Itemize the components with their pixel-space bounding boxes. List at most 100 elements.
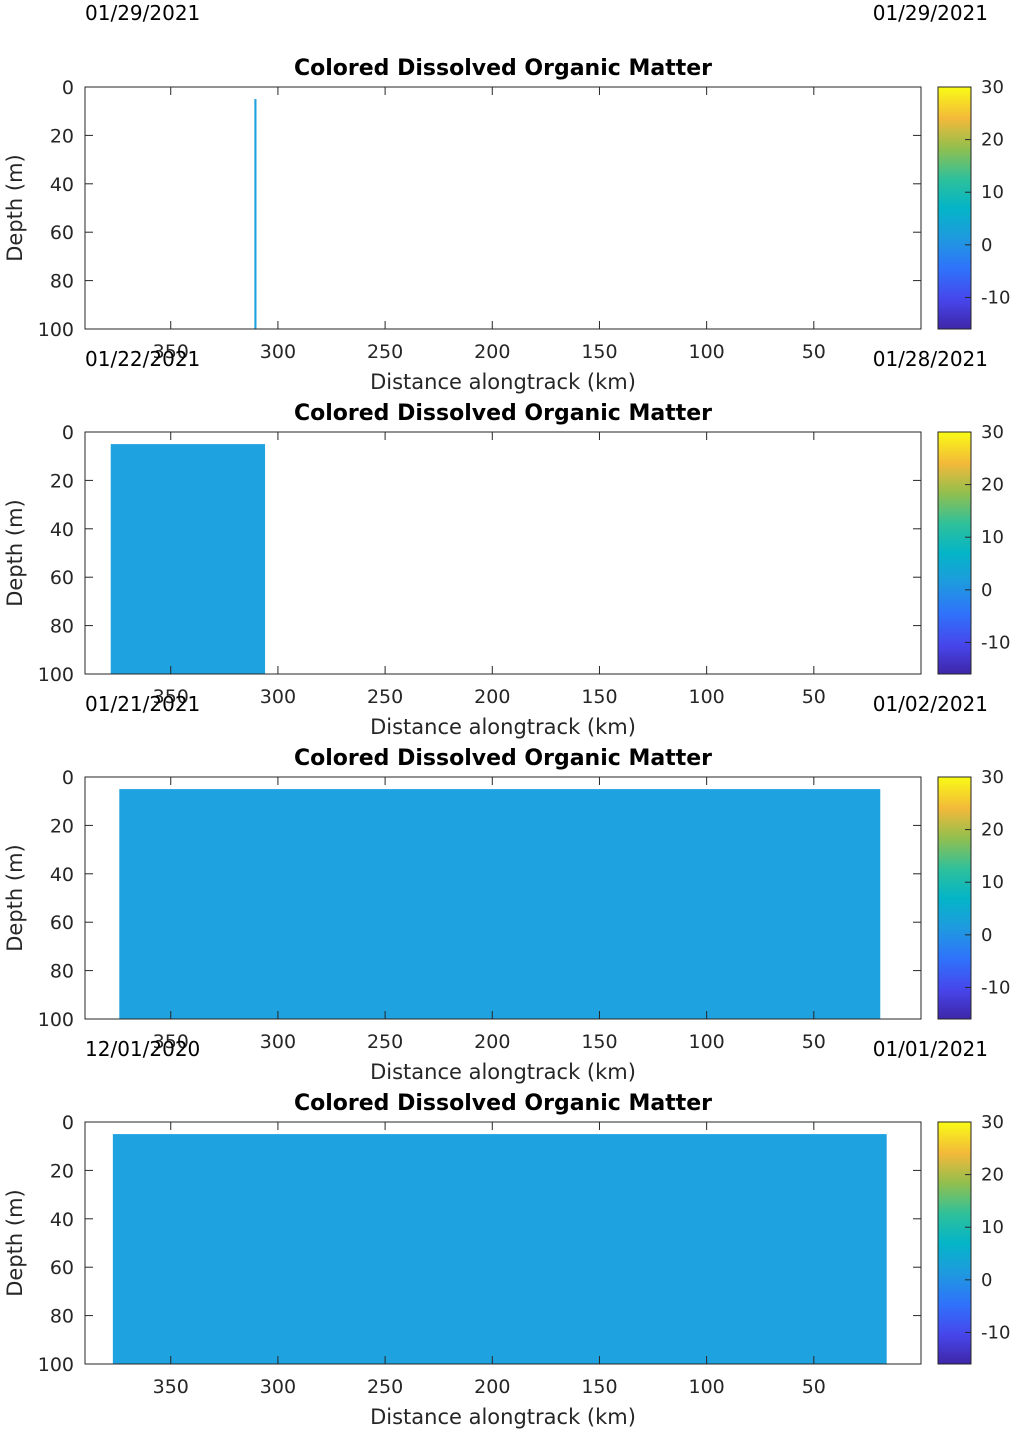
y-tick-label: 60 xyxy=(50,222,74,244)
colorbar-tick-label: -10 xyxy=(981,287,1010,308)
x-tick-label: 300 xyxy=(260,341,296,363)
x-tick-label: 150 xyxy=(581,341,617,363)
date-label-left: 01/22/2021 xyxy=(85,347,200,371)
colorbar-tick-label: 10 xyxy=(981,1217,1004,1238)
x-tick-label: 100 xyxy=(689,1376,725,1398)
x-tick-label: 100 xyxy=(689,1031,725,1053)
x-tick-label: 250 xyxy=(367,341,403,363)
y-tick-label: 100 xyxy=(38,1354,74,1376)
y-tick-label: 40 xyxy=(50,519,74,541)
y-tick-label: 20 xyxy=(50,470,74,492)
y-tick-label: 20 xyxy=(50,815,74,837)
x-tick-label: 150 xyxy=(581,686,617,708)
colorbar-tick-label: -10 xyxy=(981,977,1010,998)
y-tick-label: 60 xyxy=(50,912,74,934)
y-tick-label: 100 xyxy=(38,1009,74,1031)
colorbar-tick-label: 10 xyxy=(981,182,1004,203)
chart-title: Colored Dissolved Organic Matter xyxy=(294,746,712,771)
x-tick-label: 200 xyxy=(474,686,510,708)
x-tick-label: 150 xyxy=(581,1031,617,1053)
colorbar-tick-label: 0 xyxy=(981,925,992,946)
y-tick-label: 100 xyxy=(38,664,74,686)
colorbar-tick-label: 30 xyxy=(981,77,1004,98)
y-tick-label: 0 xyxy=(62,1112,74,1134)
chart-panel-3: 350 300 250 200 150 100 50020406080100Colored … xyxy=(3,746,1010,1084)
colorbar xyxy=(937,1121,972,1365)
chart-title: Colored Dissolved Organic Matter xyxy=(294,56,712,81)
date-label-left: 01/21/2021 xyxy=(85,692,200,716)
x-tick-label: 300 xyxy=(260,1031,296,1053)
y-tick-label: 20 xyxy=(50,1160,74,1182)
x-tick-label: 50 xyxy=(802,686,826,708)
y-tick-label: 60 xyxy=(50,1257,74,1279)
colorbar-tick-label: 20 xyxy=(981,820,1004,841)
x-tick-label: 50 xyxy=(802,1376,826,1398)
x-tick-label: 200 xyxy=(474,1376,510,1398)
colorbar-tick-label: 30 xyxy=(981,422,1004,443)
chart-title: Colored Dissolved Organic Matter xyxy=(294,401,712,426)
x-tick-label: 300 xyxy=(260,686,296,708)
chart-panel-1: 350 300 250 200 150 100 50020406080100Colored … xyxy=(3,56,1010,394)
y-tick-label: 80 xyxy=(50,1306,74,1328)
colorbar-tick-label: 20 xyxy=(981,1165,1004,1186)
y-axis-label: Depth (m) xyxy=(3,154,27,261)
y-tick-label: 40 xyxy=(50,1209,74,1231)
y-axis-label: Depth (m) xyxy=(3,499,27,606)
colorbar-tick-label: 0 xyxy=(981,235,992,256)
y-tick-label: 0 xyxy=(62,422,74,444)
colorbar-tick-label: 10 xyxy=(981,527,1004,548)
x-tick-label: 350 xyxy=(153,341,189,363)
colorbar xyxy=(937,776,972,1020)
chart-panel-2: 350 300 250 200 150 100 50020406080100Colored … xyxy=(3,401,1010,739)
x-tick-label: 100 xyxy=(689,341,725,363)
x-axis-label: Distance alongtrack (km) xyxy=(370,1060,636,1084)
y-tick-label: 40 xyxy=(50,864,74,886)
y-tick-label: 40 xyxy=(50,174,74,196)
y-axis-label: Depth (m) xyxy=(3,1189,27,1296)
chart-title: Colored Dissolved Organic Matter xyxy=(294,1091,712,1116)
colorbar-tick-label: -10 xyxy=(981,632,1010,653)
colorbar-tick-label: 10 xyxy=(981,872,1004,893)
chart-panel-4: 350 300 250 200 150 100 50020406080100Colored … xyxy=(3,1091,1010,1429)
x-tick-label: 50 xyxy=(802,1031,826,1053)
date-label-left: 12/01/2020 xyxy=(85,1037,200,1061)
data-fill xyxy=(254,99,257,329)
x-axis-label: Distance alongtrack (km) xyxy=(370,715,636,739)
x-tick-label: 100 xyxy=(689,686,725,708)
x-tick-label: 250 xyxy=(367,1376,403,1398)
data-fill xyxy=(119,789,881,1019)
axes-box xyxy=(84,1121,922,1365)
x-axis-label: Distance alongtrack (km) xyxy=(370,1405,636,1429)
colorbar xyxy=(937,431,972,675)
colorbar-tick-label: 20 xyxy=(981,475,1004,496)
date-label-right: 01/02/2021 xyxy=(873,692,988,716)
date-label-right: 01/28/2021 xyxy=(873,347,988,371)
x-axis-label: Distance alongtrack (km) xyxy=(370,370,636,394)
x-tick-label: 350 xyxy=(153,1376,189,1398)
colorbar-tick-label: 20 xyxy=(981,130,1004,151)
date-top-right: 01/29/2021 xyxy=(873,1,988,25)
axes-box xyxy=(84,431,922,675)
axes-box xyxy=(84,776,922,1020)
colorbar-tick-label: 0 xyxy=(981,1270,992,1291)
x-tick-label: 50 xyxy=(802,341,826,363)
colorbar-tick-label: 30 xyxy=(981,1112,1004,1133)
y-tick-label: 20 xyxy=(50,125,74,147)
x-tick-label: 300 xyxy=(260,1376,296,1398)
axes-box xyxy=(84,86,922,330)
y-axis-label: Depth (m) xyxy=(3,844,27,951)
colorbar-tick-label: 30 xyxy=(981,767,1004,788)
y-tick-label: 0 xyxy=(62,77,74,99)
colorbar-tick-label: -10 xyxy=(981,1322,1010,1343)
y-tick-label: 60 xyxy=(50,567,74,589)
date-top-left: 01/29/2021 xyxy=(85,1,200,25)
y-tick-label: 0 xyxy=(62,767,74,789)
x-tick-label: 150 xyxy=(581,1376,617,1398)
x-tick-label: 250 xyxy=(367,1031,403,1053)
data-fill xyxy=(112,1134,887,1364)
y-tick-label: 100 xyxy=(38,319,74,341)
y-tick-label: 80 xyxy=(50,616,74,638)
x-tick-label: 200 xyxy=(474,1031,510,1053)
y-tick-label: 80 xyxy=(50,271,74,293)
